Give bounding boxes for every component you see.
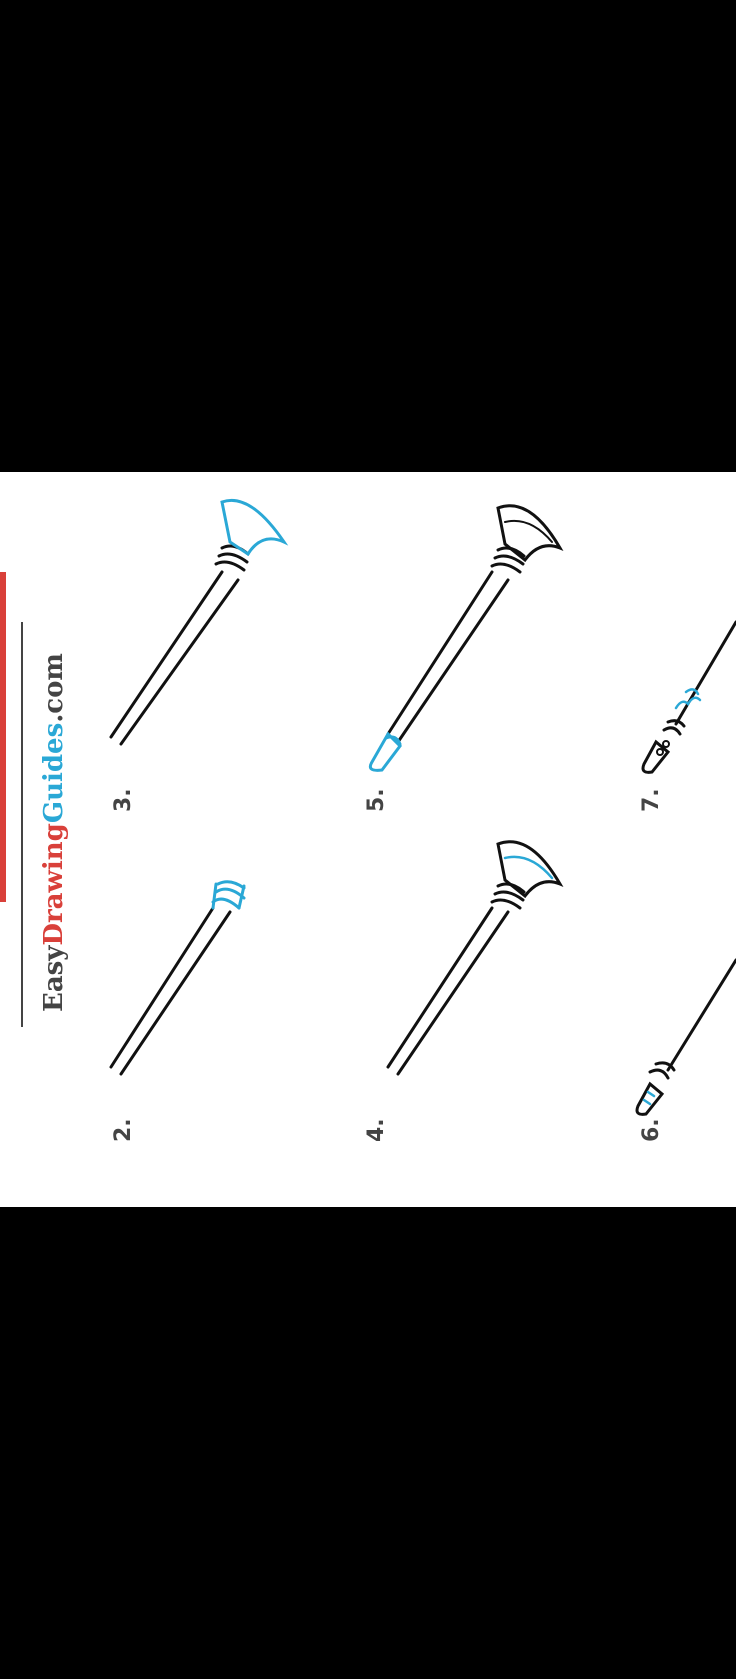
step-5-drawing [368,504,564,772]
brand-logo: EasyDrawingGuides.com [39,653,69,1012]
step-3-label: 3. [111,788,136,812]
svg-text:EasyDrawingGuides.com: EasyDrawingGuides.com [39,653,69,1012]
step-6-label: 6. [639,1118,664,1142]
brand-drawing: Drawing [39,823,69,945]
step-2-drawing [109,880,246,1076]
brand-guides: Guides [39,723,69,823]
drawing-canvas: EasyDrawingGuides.com 2. 3. 4. 5. 6. 7. [0,498,736,1142]
step-5-label: 5. [364,788,389,812]
drawing-sheet: EasyDrawingGuides.com 2. 3. 4. 5. 6. 7. [0,472,736,1207]
svg-text:6.: 6. [639,1118,664,1142]
letterbox-top [0,0,736,472]
step-6-drawing [635,958,736,1116]
letterbox-bottom [0,1207,736,1679]
step-3-drawing [109,498,289,746]
step-4-label: 4. [364,1118,389,1142]
step-7-label: 7. [639,788,664,812]
svg-text:3.: 3. [111,788,136,812]
brand-com: .com [39,653,69,723]
svg-text:4.: 4. [364,1118,389,1142]
step-7-drawing [641,620,736,774]
step-4-drawing [386,840,564,1076]
svg-text:5.: 5. [364,788,389,812]
svg-text:2.: 2. [111,1118,136,1142]
brand-easy: Easy [39,945,69,1012]
title-fragment [0,572,6,902]
svg-text:7.: 7. [639,788,664,812]
step-2-label: 2. [111,1118,136,1142]
